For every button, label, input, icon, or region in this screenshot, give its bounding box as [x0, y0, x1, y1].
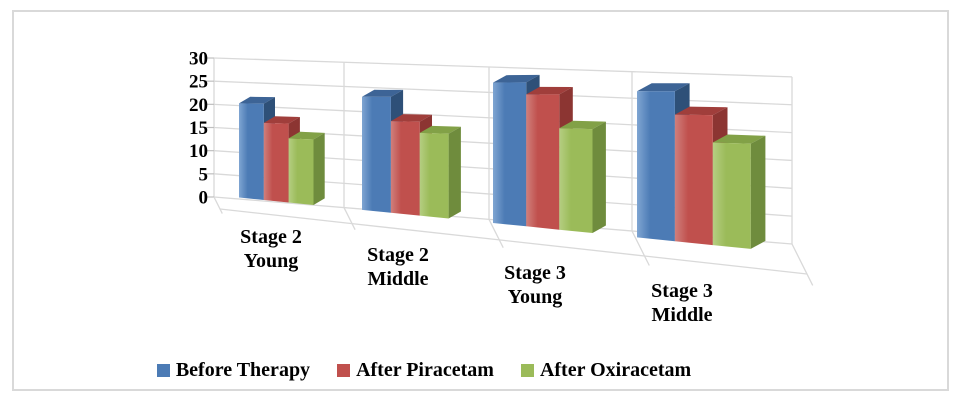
bar-top-face [559, 120, 606, 130]
bar-top-face [390, 114, 432, 122]
bar-top-face [239, 96, 275, 104]
legend-swatch-green-icon [520, 363, 534, 377]
bar-top-face [712, 134, 766, 144]
bar-side-face [592, 121, 606, 233]
y-axis-ticks [205, 57, 214, 198]
bar-cluster-1 [362, 89, 461, 219]
bar-front-face [526, 94, 560, 230]
category-label-line2: Middle [367, 268, 428, 290]
bar-top-face [493, 74, 540, 83]
bar-front-face [288, 138, 314, 205]
bar-after-oxiracetam [419, 125, 461, 219]
legend-item-after-oxiracetam: After Oxiracetam [520, 358, 692, 382]
bar-side-face [313, 132, 325, 205]
bar-front-face [712, 142, 751, 249]
bar-top-face [419, 125, 461, 134]
bar-top-face [526, 86, 573, 95]
bar-front-face [419, 132, 449, 219]
bar-top-face [362, 89, 404, 97]
y-axis-label: 10 [189, 141, 208, 162]
bar-front-face [674, 114, 713, 246]
y-axis-label: 30 [189, 49, 208, 70]
bar-top-face [288, 131, 325, 140]
y-axis-label: 25 [189, 72, 208, 93]
chart-frame: 0 5 10 15 20 25 30 Stage 2 Young Stage 2 Middle Sta… [12, 10, 949, 391]
bar-after-oxiracetam [712, 134, 766, 249]
legend-item-after-piracetam: After Piracetam [337, 359, 494, 382]
category-label-line1: Stage 3 [651, 280, 713, 302]
bar-front-face [239, 103, 264, 200]
bar-front-face [263, 122, 289, 203]
bar-cluster-0 [239, 96, 325, 205]
bar-after-oxiracetam [288, 131, 325, 205]
legend: Before Therapy After Piracetam After Oxi… [69, 352, 779, 388]
bar-front-face [362, 96, 391, 213]
y-axis-label: 15 [189, 118, 208, 139]
bar-top-face [263, 116, 300, 124]
bar-front-face [493, 82, 527, 227]
category-label-line1: Stage 2 [367, 244, 429, 266]
bar-top-face [637, 83, 690, 92]
bar-front-face [637, 91, 675, 242]
bar-after-oxiracetam [559, 120, 606, 233]
category-label-line2: Young [508, 286, 562, 308]
y-axis-label: 0 [199, 188, 209, 209]
bar-side-face [750, 135, 766, 249]
floor-edges [213, 196, 814, 286]
bar-cluster-3 [637, 83, 766, 249]
bar-top-face [674, 106, 728, 116]
category-label-line2: Young [244, 250, 298, 272]
legend-label: Before Therapy [175, 358, 311, 381]
bar-side-face [448, 126, 461, 219]
y-axis-label: 20 [189, 95, 208, 116]
y-axis-label: 5 [199, 164, 209, 185]
category-label-line1: Stage 2 [240, 226, 302, 248]
bar-front-face [559, 128, 593, 233]
legend-label: After Piracetam [356, 358, 494, 381]
legend-label: After Oxiracetam [539, 358, 692, 381]
legend-swatch-blue-icon [156, 363, 170, 377]
category-label-line1: Stage 3 [504, 262, 566, 284]
bar-cluster-2 [493, 74, 606, 233]
legend-item-before-therapy: Before Therapy [156, 358, 311, 382]
bar-front-face [390, 121, 420, 216]
category-label-line2: Middle [651, 304, 712, 326]
legend-swatch-red-icon [337, 363, 351, 377]
